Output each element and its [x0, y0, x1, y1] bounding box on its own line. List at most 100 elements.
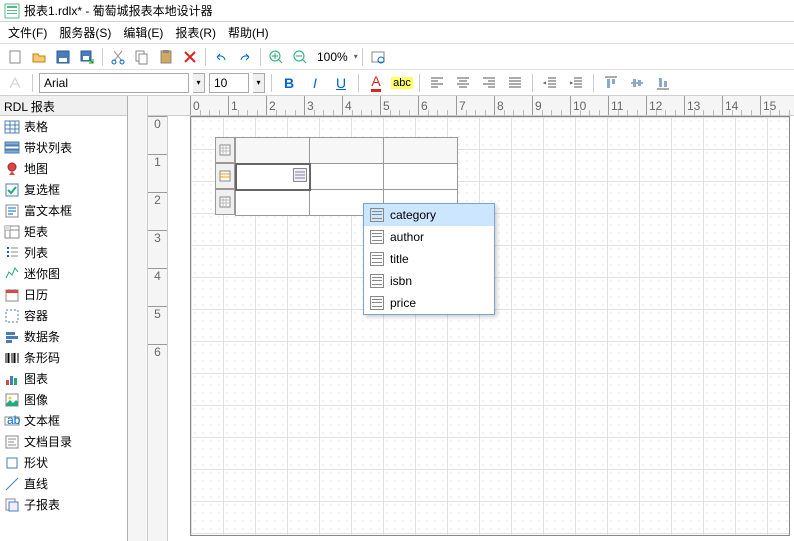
indent-button[interactable]: [565, 72, 587, 94]
preview-button[interactable]: [367, 46, 389, 68]
toolbar-main: 100% ▾: [0, 44, 794, 70]
field-option-isbn[interactable]: isbn: [364, 270, 494, 292]
toolbox-item-chart[interactable]: 图表: [0, 368, 127, 389]
font-size-dropdown-icon[interactable]: ▾: [253, 73, 265, 93]
toolbox-item-label: 富文本框: [24, 202, 72, 219]
zoom-level[interactable]: 100%: [317, 50, 348, 64]
cut-button[interactable]: [107, 46, 129, 68]
toolbox-item-matrix[interactable]: 矩表: [0, 221, 127, 242]
toolbox-item-label: 表格: [24, 118, 48, 135]
toolbox-item-label: 列表: [24, 244, 48, 261]
toolbox-item-toc[interactable]: 文档目录: [0, 431, 127, 452]
zoom-dropdown-icon[interactable]: ▾: [354, 52, 358, 61]
toolbox-item-databar[interactable]: 数据条: [0, 326, 127, 347]
font-size-select[interactable]: [209, 73, 249, 93]
align-left-button[interactable]: [426, 72, 448, 94]
toolbox-item-label: 子报表: [24, 496, 60, 513]
toolbox-item-image[interactable]: 图像: [0, 389, 127, 410]
report-page[interactable]: categoryauthortitle isbn price: [190, 116, 790, 536]
underline-button[interactable]: U: [330, 72, 352, 94]
field-option-category[interactable]: category: [364, 204, 494, 226]
toolbox-item-spark[interactable]: 迷你图: [0, 263, 127, 284]
field-option-author[interactable]: author: [364, 226, 494, 248]
table-widget[interactable]: categoryauthortitleisbnprice: [235, 137, 458, 216]
line-icon: [4, 476, 20, 492]
new-button[interactable]: [4, 46, 26, 68]
font-family-select[interactable]: [39, 73, 189, 93]
matrix-icon: [4, 224, 20, 240]
canvas-area[interactable]: 012345678910111213141516 0123456: [148, 96, 794, 541]
save-button[interactable]: [52, 46, 74, 68]
toolbox-item-textbox[interactable]: ab 文本框: [0, 410, 127, 431]
bold-button[interactable]: B: [278, 72, 300, 94]
toolbox-item-label: 日历: [24, 286, 48, 303]
highlight-button[interactable]: abc: [391, 72, 413, 94]
italic-button[interactable]: I: [304, 72, 326, 94]
menubar: 文件(F) 服务器(S) 编辑(E) 报表(R) 帮助(H): [0, 22, 794, 44]
menu-report[interactable]: 报表(R): [175, 24, 216, 41]
cell-field-picker-icon[interactable]: [293, 168, 307, 182]
row-handle[interactable]: [215, 189, 235, 215]
row-handle[interactable]: [215, 163, 235, 189]
toolbox-item-richtext[interactable]: 富文本框: [0, 200, 127, 221]
window-title: 报表1.rdlx* - 葡萄城报表本地设计器: [24, 2, 213, 19]
undo-button[interactable]: [210, 46, 232, 68]
toolbox-header: RDL 报表: [0, 96, 127, 116]
spark-icon: [4, 266, 20, 282]
zoomin-button[interactable]: [265, 46, 287, 68]
menu-edit[interactable]: 编辑(E): [123, 24, 163, 41]
toolbox-item-barcode[interactable]: 条形码: [0, 347, 127, 368]
redo-button[interactable]: [234, 46, 256, 68]
toolbox-item-label: 文本框: [24, 412, 60, 429]
toolbox-item-label: 地图: [24, 160, 48, 177]
field-option-price[interactable]: price: [364, 292, 494, 314]
fontcolor-button[interactable]: A: [365, 72, 387, 94]
delete-button[interactable]: [179, 46, 201, 68]
align-center-button[interactable]: [452, 72, 474, 94]
menu-file[interactable]: 文件(F): [8, 24, 47, 41]
saveas-button[interactable]: [76, 46, 98, 68]
toolbox-item-label: 带状列表: [24, 139, 72, 156]
checkbox-icon: [4, 182, 20, 198]
valign-top-button[interactable]: [600, 72, 622, 94]
zoomout-button[interactable]: [289, 46, 311, 68]
toolbox-item-table[interactable]: 表格: [0, 116, 127, 137]
valign-bottom-button[interactable]: [652, 72, 674, 94]
field-icon: [370, 252, 384, 266]
toolbox-item-shape[interactable]: 形状: [0, 452, 127, 473]
toolbox-item-bandlist[interactable]: 带状列表: [0, 137, 127, 158]
toolbox-item-list[interactable]: 列表: [0, 242, 127, 263]
open-button[interactable]: [28, 46, 50, 68]
copy-button[interactable]: [131, 46, 153, 68]
svg-text:ab: ab: [7, 413, 20, 427]
field-label: isbn: [390, 274, 412, 288]
menu-help[interactable]: 帮助(H): [228, 24, 269, 41]
table-icon: [4, 119, 20, 135]
field-dropdown[interactable]: categoryauthortitle isbn price: [363, 203, 495, 315]
paste-button[interactable]: [155, 46, 177, 68]
outdent-button[interactable]: [539, 72, 561, 94]
valign-mid-button[interactable]: [626, 72, 648, 94]
toolbox-item-label: 形状: [24, 454, 48, 471]
map-icon: [4, 161, 20, 177]
field-option-title[interactable]: title: [364, 248, 494, 270]
style-button: [4, 72, 26, 94]
canvas-wrap: 012345678910111213141516 0123456: [128, 96, 794, 541]
textbox-icon: ab: [4, 413, 20, 429]
menu-server[interactable]: 服务器(S): [59, 24, 111, 41]
row-handle[interactable]: [215, 137, 235, 163]
toolbox-item-checkbox[interactable]: 复选框: [0, 179, 127, 200]
toolbox-item-line[interactable]: 直线: [0, 473, 127, 494]
toolbox-item-container[interactable]: 容器: [0, 305, 127, 326]
font-family-dropdown-icon[interactable]: ▾: [193, 73, 205, 93]
toolbox-item-label: 矩表: [24, 223, 48, 240]
toolbox-item-calendar[interactable]: 日历: [0, 284, 127, 305]
field-icon: [370, 274, 384, 288]
toolbox-item-subreport[interactable]: 子报表: [0, 494, 127, 515]
ruler-vertical: 0123456: [148, 116, 168, 541]
align-right-button[interactable]: [478, 72, 500, 94]
calendar-icon: [4, 287, 20, 303]
toolbox-item-label: 文档目录: [24, 433, 72, 450]
align-justify-button[interactable]: [504, 72, 526, 94]
toolbox-item-map[interactable]: 地图: [0, 158, 127, 179]
